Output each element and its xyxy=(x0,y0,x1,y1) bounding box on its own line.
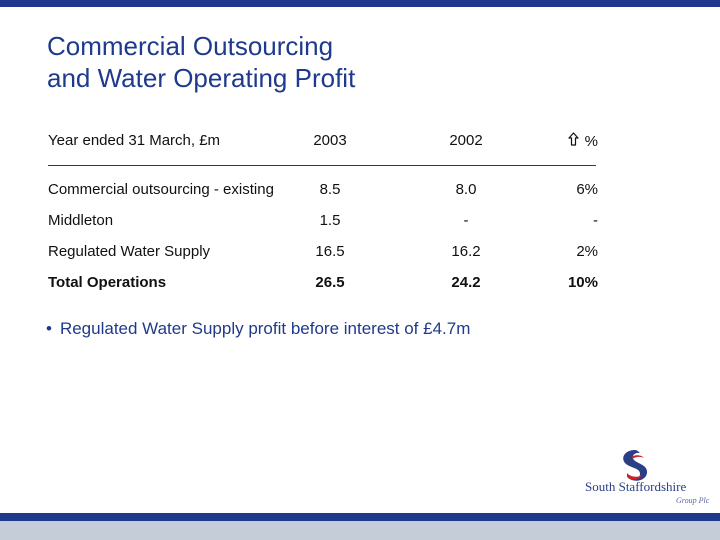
table-header-change-label: % xyxy=(584,133,598,150)
company-logo-icon xyxy=(623,450,648,481)
table-header-2002: 2002 xyxy=(449,132,483,149)
table-row-label: Middleton xyxy=(48,212,114,229)
table-total-change: 10% xyxy=(567,274,598,291)
table-total-2003: 26.5 xyxy=(315,274,345,291)
company-logo-subtitle: Group Plc xyxy=(676,496,710,505)
top-accent-bar xyxy=(0,0,720,7)
table-row-2003: 16.5 xyxy=(315,243,345,260)
table-header-2003: 2003 xyxy=(313,132,347,149)
table-row-2002: 16.2 xyxy=(451,243,481,260)
slide-title-line-2: and Water Operating Profit xyxy=(47,63,356,93)
footer-strip xyxy=(0,521,720,540)
bullet-dot-icon: • xyxy=(46,319,52,338)
table-row-2003: 8.5 xyxy=(319,181,341,198)
table-total-2002: 24.2 xyxy=(451,274,481,291)
table-row-2002: - xyxy=(463,212,469,229)
table-header-change: % xyxy=(540,132,598,150)
table-row-2002: 8.0 xyxy=(455,181,477,198)
slide-title: Commercial Outsourcing and Water Operati… xyxy=(47,30,355,94)
bullet-text: Regulated Water Supply profit before int… xyxy=(59,319,471,338)
table-row-change: - xyxy=(593,212,598,229)
bottom-accent-bar xyxy=(0,513,720,521)
bullet-point: • Regulated Water Supply profit before in… xyxy=(46,319,470,339)
table-row-label: Commercial outsourcing - existing xyxy=(48,181,274,198)
table-row-2003: 1.5 xyxy=(319,212,341,229)
table-row-change: 6% xyxy=(576,181,598,198)
table-total-label: Total Operations xyxy=(48,274,167,291)
table-row-label: Regulated Water Supply xyxy=(48,243,211,260)
table-header-label: Year ended 31 March, £m xyxy=(48,132,221,149)
up-arrow-icon xyxy=(568,132,579,146)
table-row-change: 2% xyxy=(576,243,598,260)
company-logo-name: South Staffordshire xyxy=(585,479,687,494)
profit-table: Year ended 31 March, £m 2003 2002 % Comm… xyxy=(48,132,598,291)
header-divider xyxy=(48,165,596,166)
slide-title-line-1: Commercial Outsourcing xyxy=(47,31,334,61)
